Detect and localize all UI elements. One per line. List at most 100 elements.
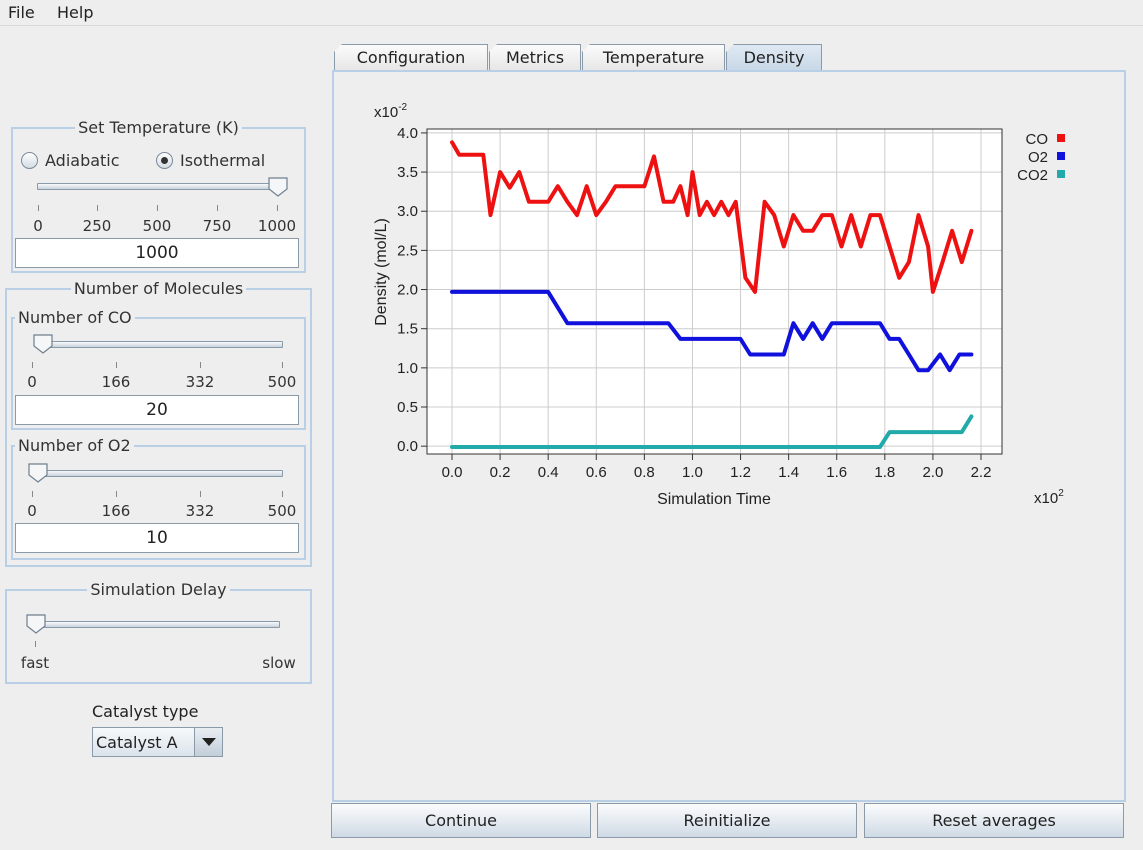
legend-swatch-co2 — [1057, 170, 1065, 178]
delay-tick — [35, 641, 36, 647]
delay-fast-label: fast — [20, 654, 50, 672]
o2-value-field[interactable]: 10 — [15, 523, 299, 553]
x-tick-label: 0.0 — [442, 464, 463, 481]
reinitialize-button[interactable]: Reinitialize — [597, 803, 857, 838]
temperature-slider-thumb[interactable] — [268, 177, 288, 197]
temperature-title: Set Temperature (K) — [78, 118, 239, 137]
co-tick — [282, 362, 283, 368]
delay-slow-label: slow — [262, 654, 296, 672]
o2-tick-label: 500 — [267, 502, 297, 520]
temperature-slider-track[interactable] — [37, 183, 285, 190]
y-tick-label: 3.5 — [397, 164, 418, 181]
adiabatic-radio-circle[interactable] — [21, 152, 38, 169]
isothermal-radio[interactable]: Isothermal — [156, 151, 265, 170]
menu-help[interactable]: Help — [57, 3, 94, 22]
o2-tick — [200, 491, 201, 497]
plot-area — [426, 128, 1003, 455]
delay-panel: Simulation Delay — [5, 580, 312, 684]
series-line-co — [450, 140, 974, 294]
temperature-tick-label: 750 — [202, 217, 232, 235]
o2-tick-label: 166 — [101, 502, 131, 520]
chevron-down-icon[interactable] — [194, 728, 222, 756]
adiabatic-radio[interactable]: Adiabatic — [21, 151, 120, 170]
tab-temperature[interactable]: Temperature — [582, 44, 725, 71]
temperature-tick — [38, 205, 39, 211]
legend-label-co2: CO2 — [1017, 167, 1048, 184]
delay-slider-thumb[interactable] — [26, 614, 46, 634]
o2-tick — [282, 491, 283, 497]
temperature-value-field[interactable]: 1000 — [15, 238, 299, 268]
tab-metrics[interactable]: Metrics — [489, 44, 581, 71]
co-tick-label: 500 — [267, 373, 297, 391]
temperature-tick — [157, 205, 158, 211]
density-chart: 0.0 0.2 0.4 0.6 0.8 1.0 1.2 1.4 1.6 1.8 2.0 2.2 0.0 0… — [373, 102, 1065, 508]
y-tick-label: 2.5 — [397, 242, 418, 259]
co-tick-label: 166 — [101, 373, 131, 391]
o2-slider-track[interactable] — [35, 470, 283, 477]
menu-bar: File Help — [0, 0, 1143, 26]
y-tick-label: 2.0 — [397, 282, 418, 299]
y-tick-label: 0.5 — [397, 399, 418, 416]
y-tick-label: 0.0 — [397, 438, 418, 455]
co-tick — [200, 362, 201, 368]
o2-tick — [32, 491, 33, 497]
series-line-co2 — [450, 414, 974, 449]
chart-ticks: 0.0 0.2 0.4 0.6 0.8 1.0 1.2 1.4 1.6 1.8 2.0 2.2 0.0 0… — [397, 125, 991, 481]
co-tick-label: 0 — [27, 373, 37, 391]
isothermal-label: Isothermal — [180, 151, 266, 170]
y-axis-label: Density (mol/L) — [373, 218, 390, 326]
co-slider-thumb[interactable] — [33, 334, 53, 354]
o2-tick-label: 0 — [27, 502, 37, 520]
x-tick-label: 2.2 — [971, 464, 992, 481]
o2-tick-label: 332 — [185, 502, 215, 520]
temperature-tick-label: 500 — [142, 217, 172, 235]
x-axis-label: Simulation Time — [657, 491, 771, 508]
y-exponent-label: x10-2 — [374, 102, 408, 121]
co-slider-track[interactable] — [35, 341, 283, 348]
x-tick-label: 1.6 — [826, 464, 847, 481]
adiabatic-label: Adiabatic — [45, 151, 120, 170]
temperature-tick-label: 250 — [82, 217, 112, 235]
catalyst-select[interactable]: Catalyst A — [92, 727, 223, 757]
menu-file[interactable]: File — [8, 3, 35, 22]
tab-density[interactable]: Density — [726, 44, 822, 72]
y-tick-label: 3.0 — [397, 203, 418, 220]
x-tick-label: 1.0 — [682, 464, 703, 481]
x-tick-label: 1.4 — [778, 464, 799, 481]
x-tick-label: 1.8 — [874, 464, 895, 481]
tab-configuration[interactable]: Configuration — [334, 44, 488, 71]
temperature-tick — [277, 205, 278, 211]
x-tick-label: 1.2 — [730, 464, 751, 481]
legend-swatch-o2 — [1057, 152, 1065, 160]
continue-button[interactable]: Continue — [331, 803, 591, 838]
x-tick-label: 2.0 — [922, 464, 943, 481]
molecules-title: Number of Molecules — [73, 279, 244, 298]
co-panel: Number of CO — [11, 308, 306, 430]
o2-title: Number of O2 — [18, 436, 131, 455]
x-tick-label: 0.8 — [634, 464, 655, 481]
co-value-field[interactable]: 20 — [15, 395, 299, 425]
x-tick-label: 0.2 — [490, 464, 511, 481]
legend-label-co: CO — [1026, 131, 1049, 148]
series-line-o2 — [450, 289, 974, 373]
isothermal-radio-circle[interactable] — [156, 152, 173, 169]
temperature-panel: Set Temperature (K) — [11, 118, 306, 273]
temperature-tick-label: 1000 — [257, 217, 297, 235]
delay-slider-track[interactable] — [32, 621, 280, 628]
chart-series — [450, 140, 974, 449]
o2-slider-thumb[interactable] — [28, 463, 48, 483]
legend-swatch-co — [1057, 134, 1065, 142]
reset-averages-button[interactable]: Reset averages — [864, 803, 1124, 838]
x-tick-label: 0.4 — [538, 464, 559, 481]
legend-label-o2: O2 — [1028, 149, 1048, 166]
x-tick-label: 0.6 — [586, 464, 607, 481]
temperature-tick — [97, 205, 98, 211]
co-tick — [116, 362, 117, 368]
co-tick-label: 332 — [185, 373, 215, 391]
y-tick-label: 1.0 — [397, 360, 418, 377]
temperature-tick-label: 0 — [33, 217, 43, 235]
delay-title: Simulation Delay — [90, 580, 227, 599]
o2-tick — [116, 491, 117, 497]
o2-panel: Number of O2 — [11, 436, 306, 560]
